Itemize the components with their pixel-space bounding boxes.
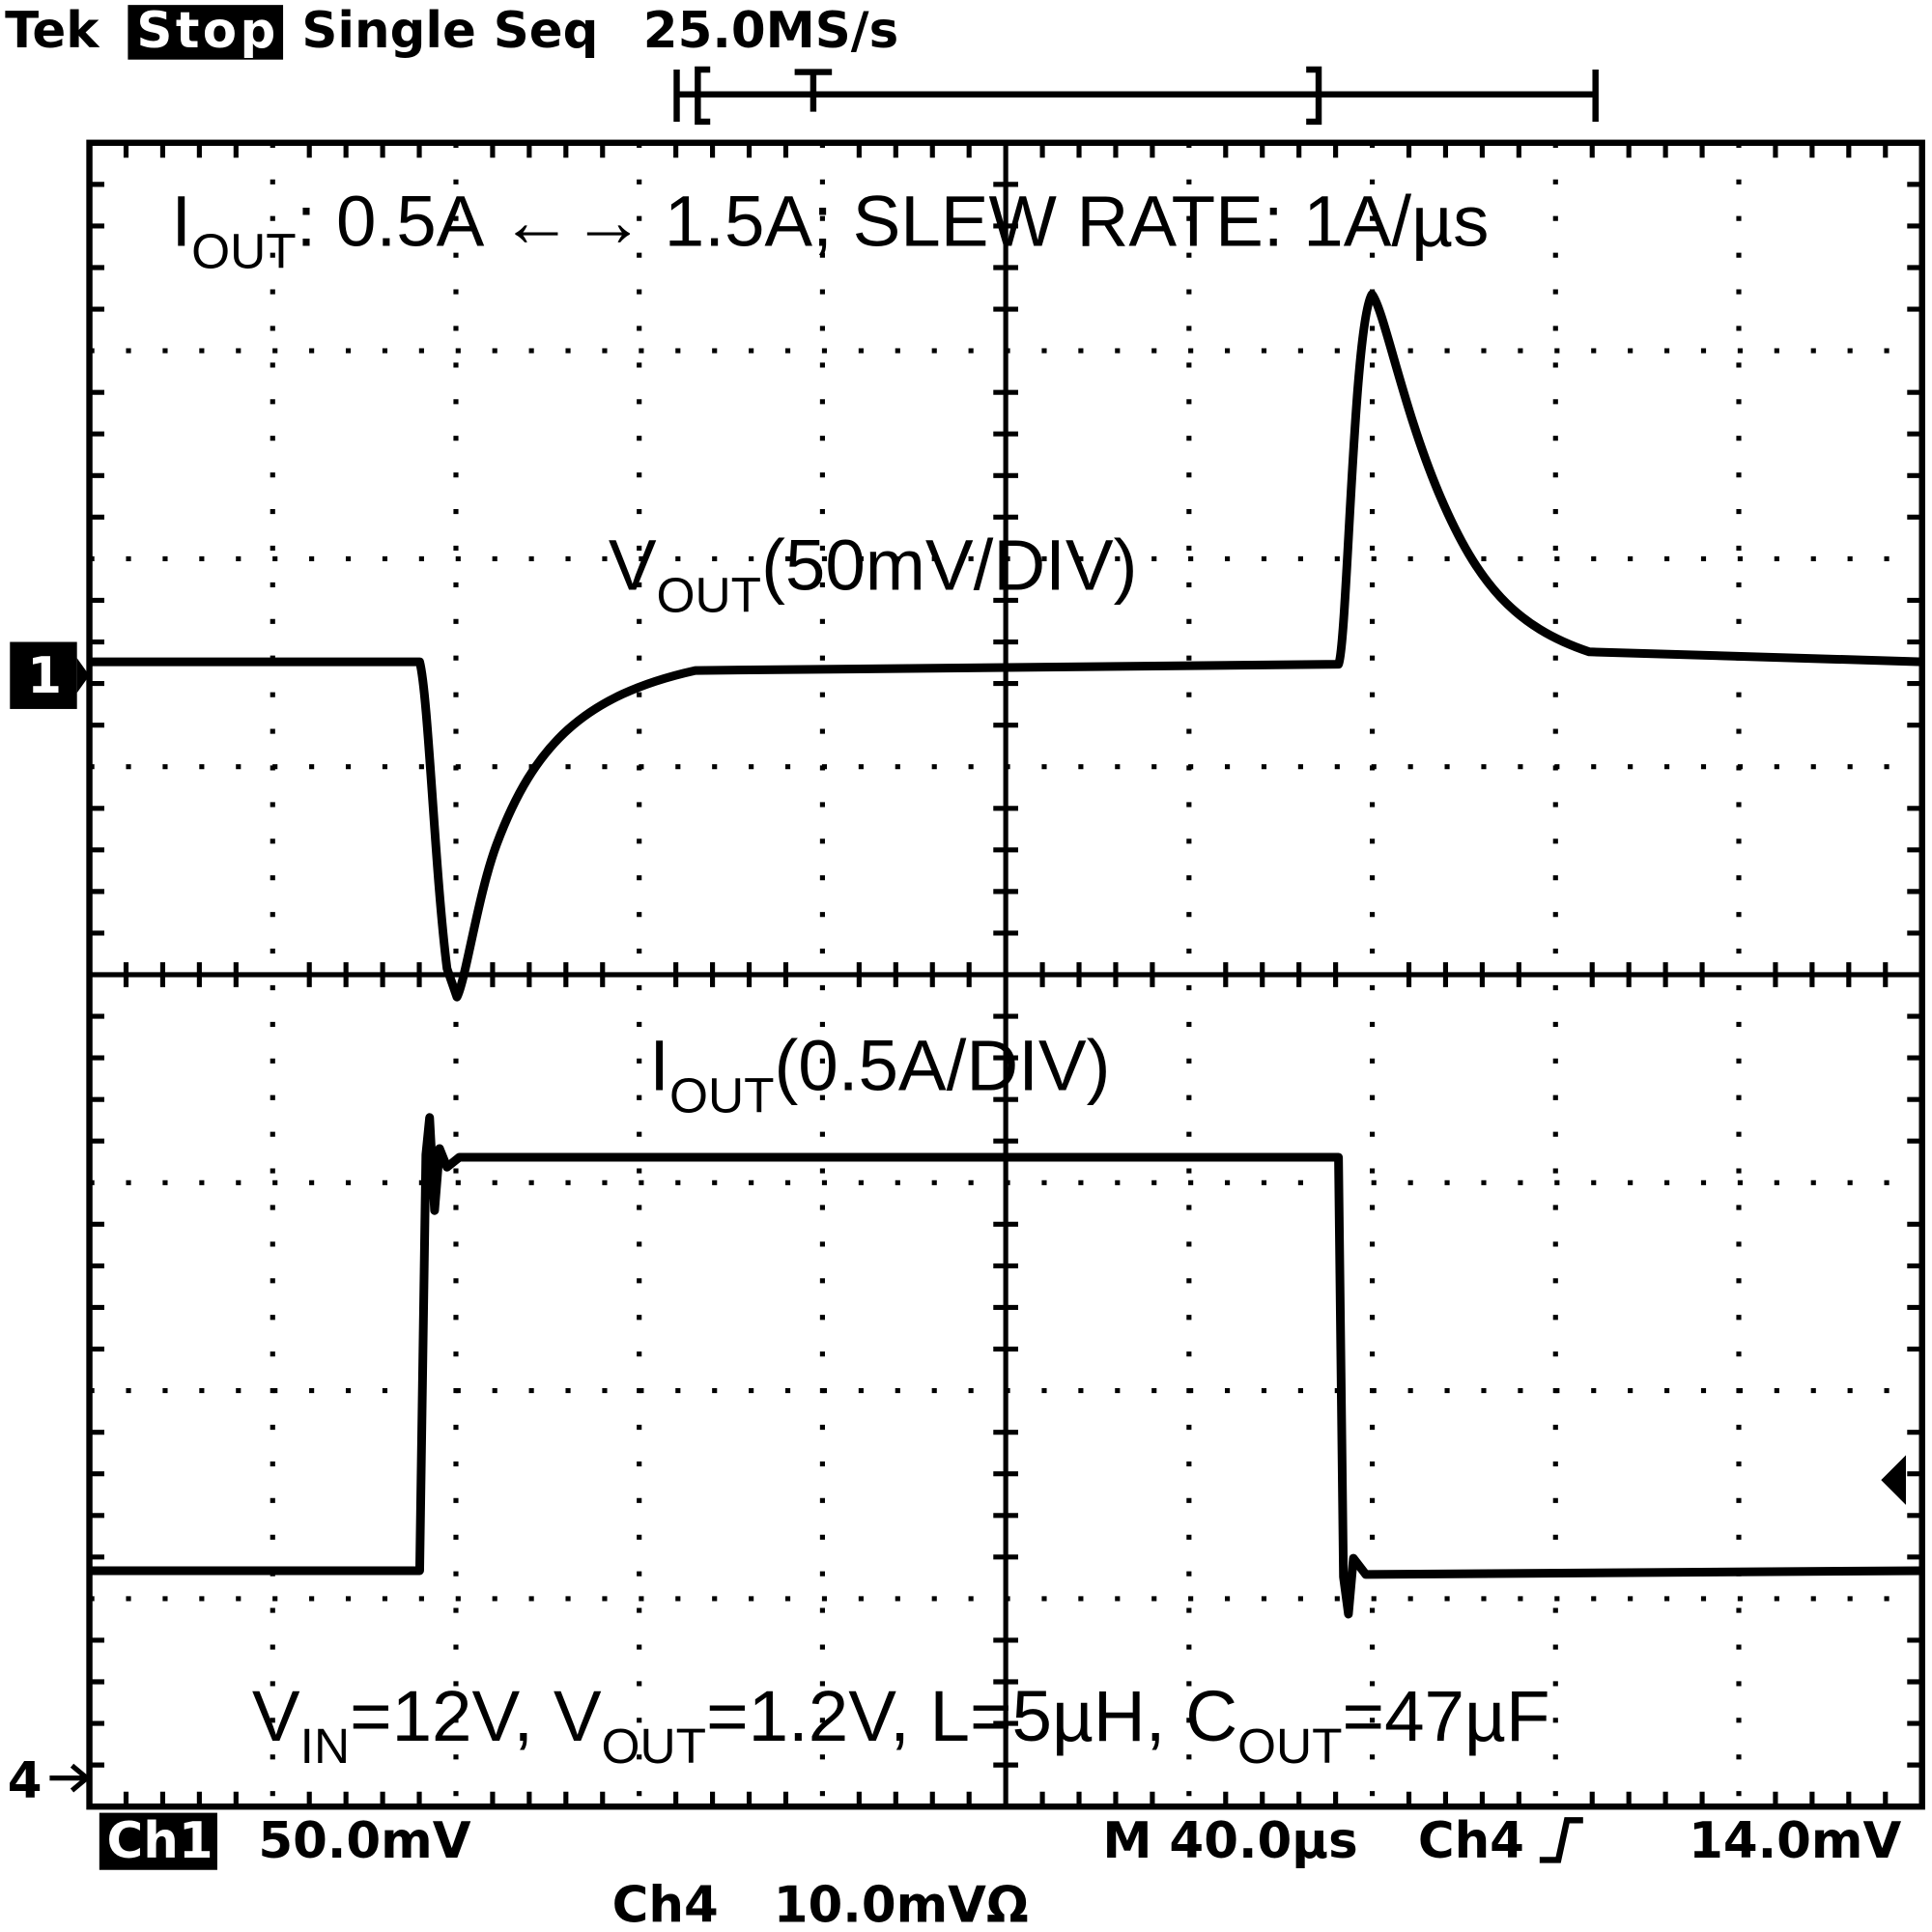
frame — [86, 139, 1925, 1810]
ch1-marker — [10, 641, 77, 709]
vout-label: VOUT(50mV/DIV) — [609, 526, 1138, 623]
text: V — [252, 1676, 300, 1756]
mode: Single Seq — [301, 2, 598, 60]
trigger-marker — [1881, 1455, 1907, 1505]
subscript: OUT — [1237, 1718, 1343, 1774]
text: =12V, V — [350, 1676, 602, 1756]
text: =1.2V, L=5µH, C — [706, 1676, 1237, 1756]
text: I — [171, 181, 191, 261]
trigger-source: Ch4 — [1418, 1812, 1524, 1870]
top-annotation: IOUT: 0.5A ←→ 1.5A; SLEW RATE: 1A/µs — [171, 181, 1489, 278]
text: (0.5A/DIV) — [774, 1026, 1110, 1106]
text: I — [649, 1026, 669, 1106]
state: Stop — [136, 2, 275, 60]
ch1-marker-tip — [76, 658, 90, 694]
ch4-marker-arrow — [49, 1763, 91, 1793]
conditions: VIN=12V, VOUT=1.2V, L=5µH, COUT=47µF — [252, 1676, 1550, 1774]
text: (50mV/DIV) — [761, 526, 1137, 606]
ch1-marker-label: 1 — [27, 647, 62, 705]
ch4-status: Ch4 — [612, 1877, 719, 1932]
graticule-ticks — [89, 142, 1922, 1807]
subscript: OUT — [669, 1067, 775, 1123]
subscript: OUT — [191, 223, 297, 279]
ch1-status: Ch1 — [107, 1812, 213, 1870]
state-box — [128, 5, 284, 60]
text: : 0.5A ←→ 1.5A; SLEW RATE: 1A/µs — [297, 181, 1490, 261]
rate: 25.0MS/s — [643, 2, 898, 60]
brand: Tek — [5, 2, 100, 60]
iout-label: IOUT(0.5A/DIV) — [649, 1026, 1110, 1123]
graticule — [89, 142, 1922, 1807]
ch1-scale: 50.0mV — [258, 1812, 470, 1870]
iout-trace — [89, 1113, 1922, 1619]
trigger-slope — [1539, 1817, 1583, 1863]
trigger-level: 14.0mV — [1689, 1812, 1901, 1870]
timebase: M 40.0µs — [1102, 1812, 1357, 1870]
record-bar — [673, 66, 1599, 126]
ch4-scale: 10.0mVΩ — [774, 1877, 1029, 1932]
ch4-marker-label: 4 — [8, 1752, 43, 1810]
vout-trace — [89, 290, 1922, 1002]
text: =47µF — [1343, 1676, 1550, 1756]
subscript: IN — [300, 1718, 350, 1774]
subscript: OUT — [602, 1718, 707, 1774]
ch1-box — [99, 1812, 217, 1870]
text: V — [609, 526, 657, 606]
subscript: OUT — [657, 567, 762, 623]
